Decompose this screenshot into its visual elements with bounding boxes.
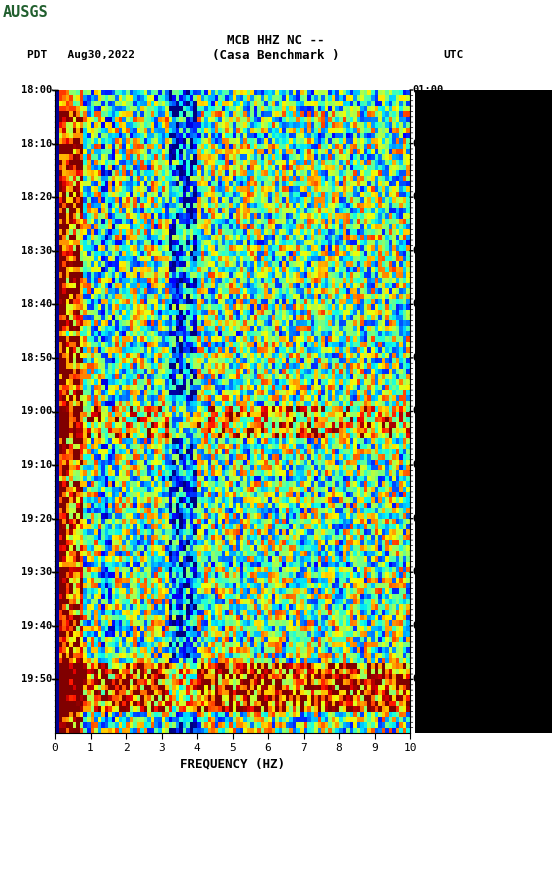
Text: 19:40: 19:40: [21, 621, 52, 630]
Text: 18:10: 18:10: [21, 138, 52, 148]
Text: 01:00: 01:00: [413, 85, 444, 95]
Text: 19:30: 19:30: [21, 567, 52, 577]
Text: UTC: UTC: [443, 50, 463, 60]
Text: 18:30: 18:30: [21, 246, 52, 255]
Text: 01:10: 01:10: [413, 138, 444, 148]
Text: 02:30: 02:30: [413, 567, 444, 577]
Text: 01:50: 01:50: [413, 353, 444, 363]
Text: 01:20: 01:20: [413, 192, 444, 202]
Text: 02:40: 02:40: [413, 621, 444, 630]
Text: 19:10: 19:10: [21, 460, 52, 470]
Text: 18:00: 18:00: [21, 85, 52, 95]
Text: 02:20: 02:20: [413, 513, 444, 523]
Text: 18:40: 18:40: [21, 299, 52, 309]
X-axis label: FREQUENCY (HZ): FREQUENCY (HZ): [180, 757, 285, 771]
Text: 02:10: 02:10: [413, 460, 444, 470]
Text: MCB HHZ NC --: MCB HHZ NC --: [227, 34, 325, 46]
Text: 02:50: 02:50: [413, 674, 444, 684]
Text: 01:30: 01:30: [413, 246, 444, 255]
Text: AUSGS: AUSGS: [3, 5, 49, 20]
Text: PDT   Aug30,2022: PDT Aug30,2022: [28, 50, 135, 60]
Text: 19:20: 19:20: [21, 513, 52, 523]
Text: 01:40: 01:40: [413, 299, 444, 309]
Text: (Casa Benchmark ): (Casa Benchmark ): [213, 48, 339, 62]
Text: 19:50: 19:50: [21, 674, 52, 684]
Text: 18:20: 18:20: [21, 192, 52, 202]
Text: 19:00: 19:00: [21, 406, 52, 416]
Text: 18:50: 18:50: [21, 353, 52, 363]
Text: 02:00: 02:00: [413, 406, 444, 416]
